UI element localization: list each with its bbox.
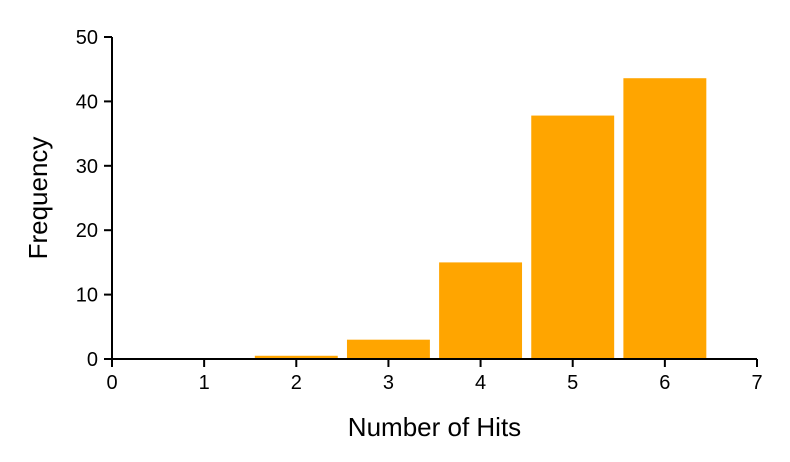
x-tick-label: 1 — [199, 372, 210, 394]
x-tick-label: 2 — [291, 372, 302, 394]
bar-2 — [254, 355, 338, 359]
bar-5 — [531, 115, 615, 360]
x-ticks-group: 0 1 2 3 4 5 6 7 — [106, 359, 763, 394]
bar-4 — [439, 262, 523, 359]
x-tick-label: 4 — [475, 372, 486, 394]
x-tick-label: 5 — [567, 372, 578, 394]
y-tick-label: 0 — [87, 349, 98, 371]
bars-group — [254, 78, 707, 360]
x-tick-label: 7 — [751, 372, 762, 394]
y-tick-label: 20 — [76, 220, 98, 242]
bar-6 — [623, 78, 707, 359]
y-axis-title: Frequency — [23, 137, 53, 260]
y-tick-label: 40 — [76, 91, 98, 113]
y-tick-label: 30 — [76, 156, 98, 178]
x-tick-label: 6 — [659, 372, 670, 394]
x-tick-label: 3 — [383, 372, 394, 394]
bar-3 — [346, 339, 430, 359]
x-tick-label: 0 — [106, 372, 117, 394]
y-ticks-group: 0 10 20 30 40 50 — [76, 27, 112, 371]
y-tick-label: 50 — [76, 27, 98, 49]
x-axis-title: Number of Hits — [348, 412, 521, 442]
y-tick-label: 10 — [76, 285, 98, 307]
